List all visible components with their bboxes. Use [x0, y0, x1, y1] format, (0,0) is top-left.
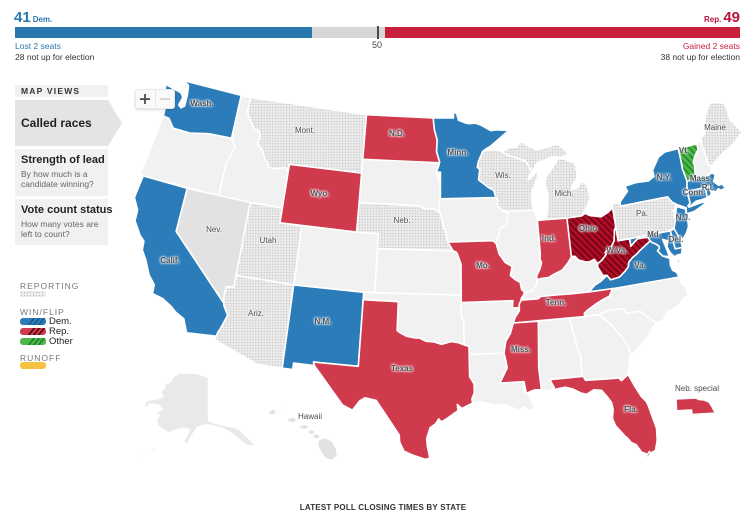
- svg-text:Md.: Md.: [647, 230, 661, 239]
- svg-text:N.D.: N.D.: [389, 129, 405, 138]
- svg-text:Ariz.: Ariz.: [248, 309, 264, 318]
- svg-text:N.J.: N.J.: [676, 213, 691, 222]
- svg-text:Mich.: Mich.: [554, 189, 573, 198]
- svg-text:Mont.: Mont.: [295, 126, 315, 135]
- svg-text:Mass.: Mass.: [690, 174, 712, 183]
- svg-text:Pa.: Pa.: [636, 209, 648, 218]
- svg-text:Nev.: Nev.: [206, 225, 222, 234]
- svg-text:Ind.: Ind.: [542, 234, 556, 243]
- svg-text:Hawaii: Hawaii: [298, 412, 322, 421]
- svg-text:Wash.: Wash.: [190, 99, 213, 108]
- svg-text:N.Y.: N.Y.: [657, 173, 672, 182]
- svg-text:Maine: Maine: [704, 123, 726, 132]
- svg-text:R.I.: R.I.: [702, 183, 714, 192]
- svg-text:Del.: Del.: [669, 235, 684, 244]
- svg-text:Mo.: Mo.: [476, 261, 490, 270]
- svg-text:Texas: Texas: [391, 364, 414, 373]
- svg-text:Conn.: Conn.: [683, 188, 706, 197]
- svg-text:Utah: Utah: [260, 236, 277, 245]
- svg-text:Tenn.: Tenn.: [546, 298, 567, 307]
- svg-text:Wyo.: Wyo.: [311, 189, 330, 198]
- svg-text:W.Va.: W.Va.: [607, 246, 628, 255]
- svg-text:Fla.: Fla.: [624, 405, 638, 414]
- svg-text:Ohio: Ohio: [579, 224, 597, 233]
- svg-text:Va.: Va.: [634, 261, 646, 270]
- svg-text:Vt.: Vt.: [679, 146, 689, 155]
- svg-text:Wis.: Wis.: [495, 171, 511, 180]
- svg-text:Neb.: Neb.: [394, 216, 411, 225]
- svg-text:N.M.: N.M.: [315, 317, 332, 326]
- svg-text:Calif.: Calif.: [160, 256, 180, 265]
- svg-text:Neb. special: Neb. special: [675, 384, 719, 393]
- svg-text:Miss.: Miss.: [511, 345, 531, 354]
- svg-text:Minn.: Minn.: [448, 148, 469, 157]
